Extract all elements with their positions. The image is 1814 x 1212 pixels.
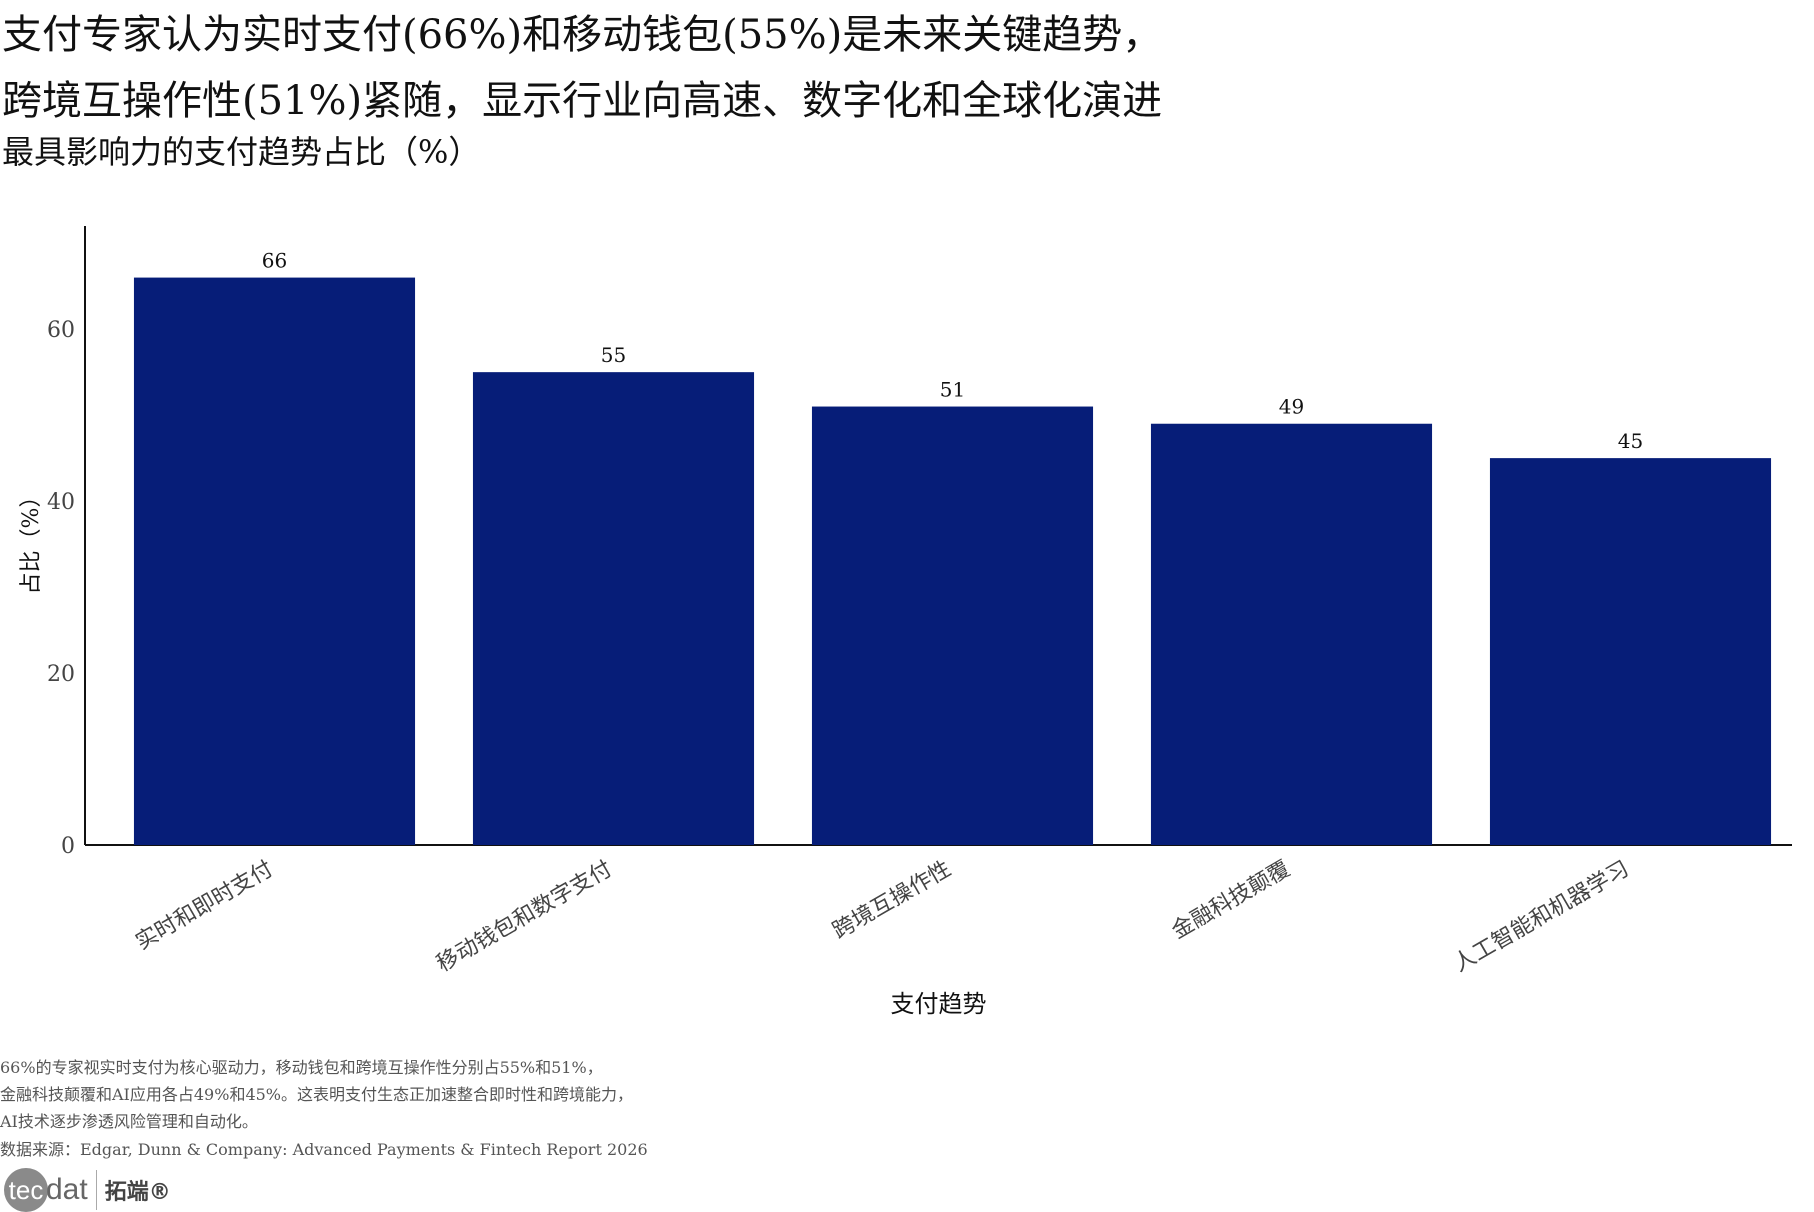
- bar-value-label: 51: [940, 378, 965, 402]
- footer-note-1: 66%的专家视实时支付为核心驱动力，移动钱包和跨境互操作性分别占55%和51%，: [0, 1058, 603, 1077]
- bar: [1489, 458, 1772, 845]
- bar: [133, 277, 416, 845]
- x-tick-label: 移动钱包和数字支付: [433, 857, 617, 978]
- x-axis-title: 支付趋势: [891, 990, 987, 1018]
- logo-tec: tec: [4, 1168, 48, 1212]
- logo-dat: dat: [46, 1173, 88, 1206]
- bar: [811, 406, 1094, 845]
- bar-chart: 0 20 40 60 66 实时和即时支付 55 移动钱包和数字支付 51 跨境互操作性 49 金融科…: [19, 226, 1792, 1018]
- x-tick-label: 金融科技颠覆: [1168, 857, 1295, 945]
- bar: [472, 372, 755, 845]
- footer-note-3: AI技术逐步渗透风险管理和自动化。: [0, 1112, 258, 1131]
- bar: [1150, 423, 1433, 845]
- logo-divider: [95, 1170, 97, 1210]
- y-tick-label: 40: [47, 490, 75, 515]
- bar-value-label: 49: [1279, 395, 1304, 419]
- bar-value-label: 45: [1618, 429, 1643, 453]
- chart-title-line1: 支付专家认为实时支付(66%)和移动钱包(55%)是未来关键趋势，: [2, 12, 1163, 58]
- chart-title-line2: 跨境互操作性(51%)紧随，显示行业向高速、数字化和全球化演进: [2, 78, 1163, 124]
- logo-cn: 拓端®: [104, 1180, 171, 1205]
- x-tick-label: 人工智能和机器学习: [1450, 857, 1634, 978]
- y-tick-label: 20: [47, 662, 75, 687]
- bar-value-label: 66: [262, 249, 287, 273]
- bar-value-label: 55: [601, 343, 626, 367]
- footer-note-2: 金融科技颠覆和AI应用各占49%和45%。这表明支付生态正加速整合即时性和跨境能…: [0, 1085, 634, 1104]
- x-tick-label: 实时和即时支付: [132, 857, 278, 956]
- chart-subtitle: 最具影响力的支付趋势占比（%）: [2, 133, 481, 171]
- y-tick-label: 60: [47, 318, 75, 343]
- y-axis-title: 占比（%）: [19, 486, 44, 595]
- y-tick-label: 0: [61, 834, 75, 859]
- x-tick-label: 跨境互操作性: [829, 857, 956, 945]
- footer-source: 数据来源：Edgar, Dunn & Company: Advanced Pay…: [0, 1140, 648, 1159]
- tecdat-logo: tec dat 拓端®: [4, 1168, 171, 1212]
